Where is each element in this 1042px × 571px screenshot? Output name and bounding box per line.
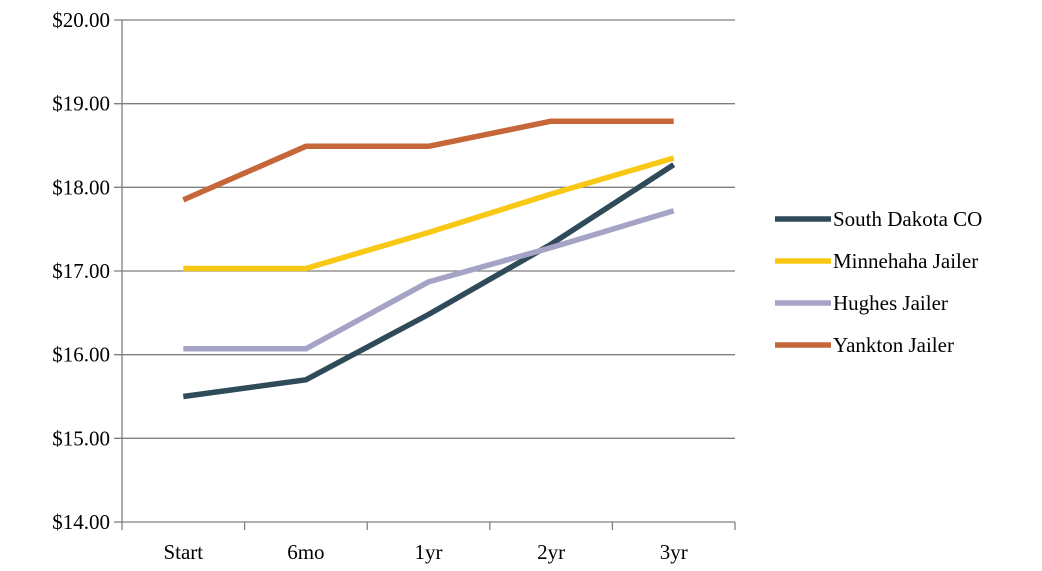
x-tick-label: 3yr (660, 540, 688, 564)
series-line-yankton-jailer (182, 118, 674, 203)
y-tick-label: $14.00 (52, 510, 110, 534)
series-line-minnehaha-jailer (183, 155, 675, 272)
legend-item: Hughes Jailer (775, 291, 948, 315)
y-tick-label: $16.00 (52, 343, 110, 367)
legend: South Dakota CO Minnehaha Jailer Hughes Ja… (775, 207, 982, 357)
y-axis-tick-labels: $14.00 $15.00 $16.00 $17.00 $18.00 $19.00 $20.… (52, 8, 110, 534)
legend-item: Minnehaha Jailer (775, 249, 978, 273)
series-lines (182, 118, 676, 400)
y-tick-label: $20.00 (52, 8, 110, 32)
legend-label: Minnehaha Jailer (833, 249, 978, 273)
series-line-hughes-jailer (183, 208, 675, 352)
y-tick-label: $19.00 (52, 92, 110, 116)
y-tick-label: $15.00 (52, 426, 110, 450)
x-tick-label: Start (163, 540, 203, 564)
gridlines (114, 19, 735, 439)
axes (114, 20, 736, 530)
legend-label: South Dakota CO (833, 207, 982, 231)
legend-label: Yankton Jailer (833, 333, 954, 357)
y-tick-label: $17.00 (52, 259, 110, 283)
legend-item: Yankton Jailer (775, 333, 954, 357)
x-tick-label: 6mo (287, 540, 324, 564)
legend-label: Hughes Jailer (833, 291, 948, 315)
x-axis-tick-labels: Start 6mo 1yr 2yr 3yr (163, 540, 687, 564)
x-tick-label: 2yr (537, 540, 565, 564)
series-line-south-dakota-co (182, 162, 676, 400)
y-tick-label: $18.00 (52, 175, 110, 199)
legend-item: South Dakota CO (775, 207, 982, 231)
x-tick-label: 1yr (415, 540, 443, 564)
